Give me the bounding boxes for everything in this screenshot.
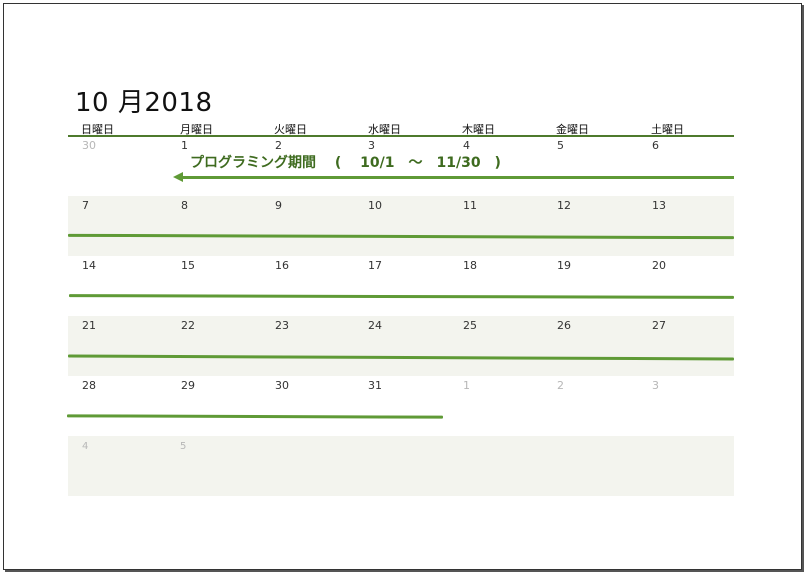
day-cell: 20 [652, 259, 666, 272]
week-row-4: 21 22 23 24 25 26 27 [68, 316, 734, 376]
arrow-left-icon [173, 172, 183, 182]
day-cell: 31 [368, 379, 382, 392]
day-cell: 15 [181, 259, 195, 272]
day-cell: 27 [652, 319, 666, 332]
weekday-wed: 水曜日 [368, 123, 401, 136]
day-cell: 16 [275, 259, 289, 272]
day-cell: 4 [463, 139, 470, 152]
day-cell: 29 [181, 379, 195, 392]
day-cell: 2 [557, 379, 564, 392]
weekday-thu: 木曜日 [462, 123, 495, 136]
day-cell: 30 [82, 139, 96, 152]
day-cell: 13 [652, 199, 666, 212]
day-cell: 5 [557, 139, 564, 152]
week-row-2: 7 8 9 10 11 12 13 [68, 196, 734, 256]
day-cell: 21 [82, 319, 96, 332]
day-cell: 1 [181, 139, 188, 152]
day-cell: 1 [463, 379, 470, 392]
calendar-title: 10 月2018 [75, 88, 213, 118]
week-row-1: 30 1 2 3 4 5 6 [68, 137, 734, 197]
weekday-sat: 土曜日 [651, 123, 684, 136]
weekday-mon: 月曜日 [180, 123, 213, 136]
day-cell: 18 [463, 259, 477, 272]
day-cell: 17 [368, 259, 382, 272]
week-row-6: 4 5 [68, 436, 734, 496]
weekday-fri: 金曜日 [556, 123, 589, 136]
weekday-header: 日曜日 月曜日 火曜日 水曜日 木曜日 金曜日 土曜日 [68, 121, 734, 136]
day-cell: 14 [82, 259, 96, 272]
day-cell: 4 [82, 441, 89, 452]
day-cell: 9 [275, 199, 282, 212]
day-cell: 5 [180, 441, 187, 452]
day-cell: 26 [557, 319, 571, 332]
day-cell: 11 [463, 199, 477, 212]
weekday-tue: 火曜日 [274, 123, 307, 136]
day-cell: 22 [181, 319, 195, 332]
programming-period-label: プログラミング期間 ( 10/1 ～ 11/30 ) [190, 155, 501, 171]
day-cell: 7 [82, 199, 89, 212]
day-cell: 3 [368, 139, 375, 152]
day-cell: 6 [652, 139, 659, 152]
week-row-3: 14 15 16 17 18 19 20 [68, 256, 734, 316]
day-cell: 30 [275, 379, 289, 392]
weekday-sun: 日曜日 [81, 123, 114, 136]
day-cell: 12 [557, 199, 571, 212]
day-cell: 10 [368, 199, 382, 212]
period-arrow-line [182, 176, 734, 179]
day-cell: 3 [652, 379, 659, 392]
day-cell: 25 [463, 319, 477, 332]
header-divider [68, 135, 734, 137]
day-cell: 8 [181, 199, 188, 212]
day-cell: 24 [368, 319, 382, 332]
day-cell: 19 [557, 259, 571, 272]
day-cell: 2 [275, 139, 282, 152]
day-cell: 23 [275, 319, 289, 332]
day-cell: 28 [82, 379, 96, 392]
week-row-5: 28 29 30 31 1 2 3 [68, 376, 734, 436]
